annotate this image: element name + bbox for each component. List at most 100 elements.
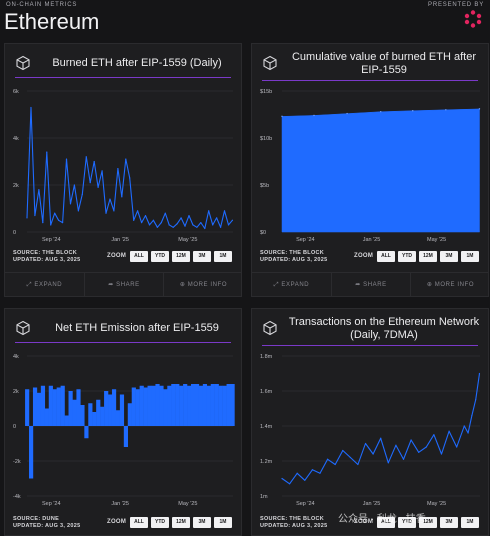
source-note: SOURCE: THE BLOCK UPDATED: AUG 3, 2025 (13, 250, 80, 264)
zoom-button-3m[interactable]: 3M (440, 251, 458, 262)
net-emission-chart[interactable]: -4k -2k 0 2k 4k Sep '24 Jan '25 May '25 (5, 309, 242, 509)
zoom-button-ytd[interactable]: YTD (398, 517, 416, 528)
zoom-button-12m[interactable]: 12M (419, 517, 437, 528)
bar (194, 384, 200, 426)
chart-card-net-emission: Net ETH Emission after EIP-1559 -4k -2k 0 2… (4, 308, 242, 536)
data-point (313, 114, 315, 117)
expand-button[interactable]: ⤢ EXPAND (26, 282, 63, 288)
y-tick-label: 1.4m (260, 424, 273, 430)
zoom-button-ytd[interactable]: YTD (398, 251, 416, 262)
data-point (204, 227, 206, 230)
zoom-label: ZOOM (107, 253, 127, 259)
data-point (319, 472, 321, 474)
presented-by-label: PRESENTED BY (428, 2, 484, 8)
data-point (346, 112, 348, 115)
zoom-button-1m[interactable]: 1M (214, 251, 232, 262)
bar (198, 385, 204, 426)
source-label: SOURCE: THE BLOCK (13, 250, 78, 256)
chart-title-line2: (Daily, 7DMA) (350, 329, 418, 341)
zoom-button-all[interactable]: ALL (377, 251, 395, 262)
zoom-button-ytd[interactable]: YTD (151, 517, 169, 528)
transactions-chart[interactable]: 1m 1.2m 1.4m 1.6m 1.8m Sep '24 Jan '25 May '25 (252, 309, 489, 509)
zoom-label: ZOOM (107, 519, 127, 525)
data-point (113, 210, 115, 212)
x-tick-label: Sep '24 (296, 237, 314, 243)
bar (32, 387, 38, 426)
data-point (58, 219, 60, 221)
y-tick-label: $0 (260, 230, 266, 236)
data-point (140, 222, 143, 224)
zoom-label: ZOOM (354, 519, 374, 525)
data-point (357, 463, 359, 466)
data-point (402, 458, 405, 460)
cumulative-burned-chart[interactable]: $0 $5b $10b $15b Sep '24 Jan '25 May '25 (252, 44, 489, 244)
zoom-button-ytd[interactable]: YTD (151, 251, 169, 262)
data-point (30, 106, 32, 109)
y-tick-label: 2k (13, 183, 19, 189)
data-point (296, 472, 298, 474)
data-point (81, 193, 83, 195)
bar (131, 387, 136, 426)
zoom-button-1m[interactable]: 1M (214, 517, 232, 528)
data-point (456, 446, 458, 448)
updated-label: UPDATED: AUG 3, 2025 (260, 257, 328, 263)
zoom-button-12m[interactable]: 12M (419, 251, 437, 262)
data-point (97, 186, 99, 188)
share-button[interactable]: ➦ SHARE (108, 282, 140, 288)
x-tick-label: Jan '25 (363, 501, 381, 507)
bar (190, 384, 196, 426)
data-point (231, 219, 234, 221)
source-note: SOURCE: DUNE UPDATED: AUG 3, 2025 (13, 516, 80, 530)
zoom-button-12m[interactable]: 12M (172, 251, 190, 262)
zoom-button-3m[interactable]: 3M (193, 517, 211, 528)
bar (76, 389, 81, 426)
bar (60, 385, 65, 426)
x-tick-label: May '25 (178, 237, 197, 243)
share-button[interactable]: ➦ SHARE (355, 282, 387, 288)
zoom-button-all[interactable]: ALL (130, 251, 148, 262)
title-rule (15, 77, 231, 78)
sponsor-logo-icon[interactable] (464, 10, 482, 28)
bar (151, 385, 156, 426)
more-info-label: MORE INFO (187, 282, 228, 288)
x-tick-label: Sep '24 (42, 501, 60, 507)
chart-title: Cumulative value of burned ETH after EIP… (280, 51, 488, 77)
bar (72, 399, 77, 426)
title-rule (262, 345, 478, 346)
expand-button[interactable]: ⤢ EXPAND (273, 282, 310, 288)
data-point (73, 184, 76, 186)
data-point (387, 462, 389, 464)
zoom-button-1m[interactable]: 1M (461, 251, 479, 262)
data-point (54, 212, 56, 214)
data-point (448, 430, 450, 432)
data-point (160, 222, 162, 224)
zoom-button-1m[interactable]: 1M (461, 517, 479, 528)
data-point (281, 115, 283, 118)
title-rule (15, 342, 231, 343)
bar (159, 385, 164, 426)
data-point (42, 222, 44, 224)
more-info-button[interactable]: ⊕ MORE INFO (179, 282, 228, 288)
data-point (77, 210, 79, 212)
data-point (117, 167, 119, 170)
chart-card-burned-eth-daily: Burned ETH after EIP-1559 (Daily) 0 2k 4k 6… (4, 43, 242, 297)
y-tick-label: $10b (260, 136, 272, 142)
zoom-label: ZOOM (354, 253, 374, 259)
burned-eth-daily-chart[interactable]: 0 2k 4k 6k Sep '24 Jan '25 May '25 (5, 44, 242, 244)
zoom-button-all[interactable]: ALL (377, 517, 395, 528)
zoom-button-3m[interactable]: 3M (193, 251, 211, 262)
more-info-button[interactable]: ⊕ MORE INFO (426, 282, 475, 288)
header-eyebrow: ON-CHAIN METRICS (6, 2, 78, 8)
chart-title: Burned ETH after EIP-1559 (Daily) (52, 57, 222, 69)
data-point (176, 223, 178, 225)
chart-title-line1: Cumulative value of burned ETH after (291, 51, 477, 63)
zoom-button-all[interactable]: ALL (130, 517, 148, 528)
zoom-button-12m[interactable]: 12M (172, 517, 190, 528)
bar (187, 385, 192, 426)
zoom-button-3m[interactable]: 3M (440, 517, 458, 528)
cube-icon (263, 55, 277, 71)
bar (80, 405, 85, 426)
bar (68, 391, 73, 426)
data-point (105, 212, 107, 214)
updated-label: UPDATED: AUG 3, 2025 (13, 523, 81, 529)
